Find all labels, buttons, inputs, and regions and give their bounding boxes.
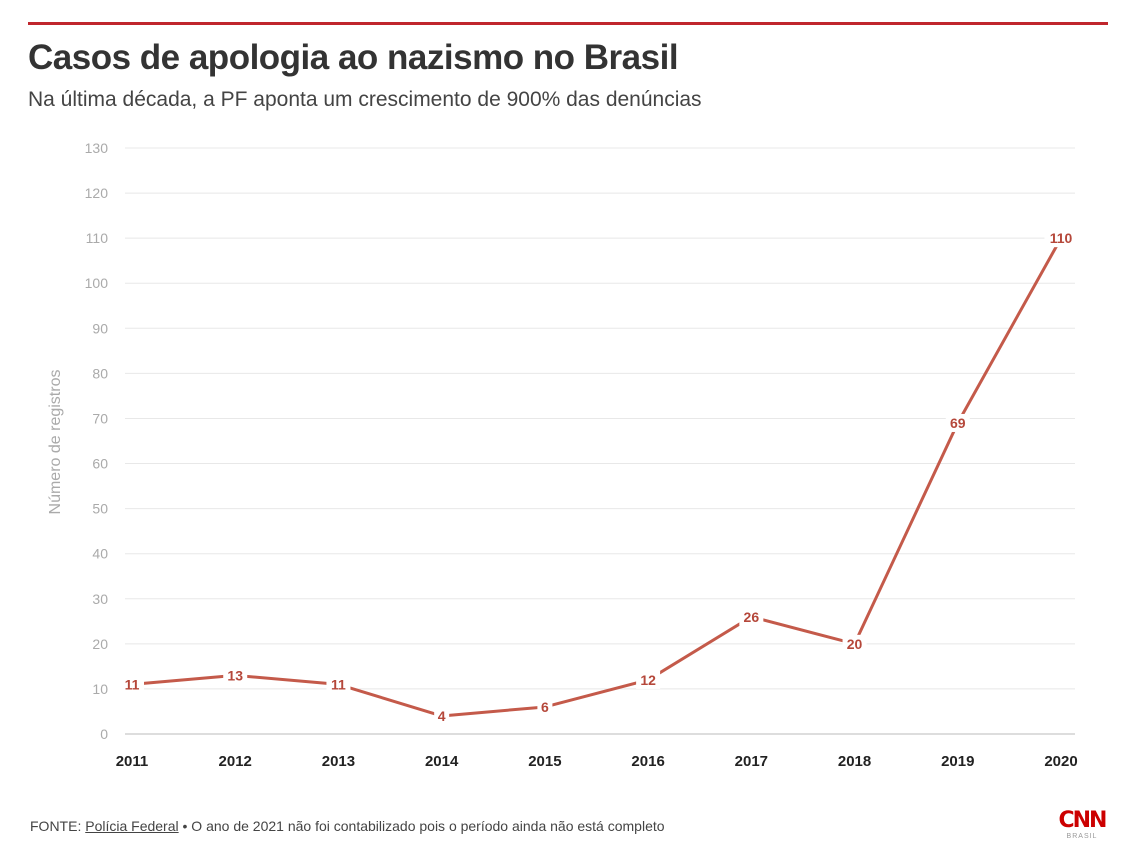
y-tick-label: 60 bbox=[92, 456, 108, 472]
x-tick-label: 2013 bbox=[322, 753, 355, 770]
y-tick-label: 0 bbox=[100, 726, 108, 742]
y-tick-label: 10 bbox=[92, 681, 108, 697]
data-label: 11 bbox=[125, 676, 140, 692]
data-label: 6 bbox=[541, 699, 549, 715]
top-rule bbox=[28, 22, 1108, 25]
data-label-bg bbox=[842, 634, 867, 653]
y-tick-label: 30 bbox=[92, 591, 108, 607]
gridlines bbox=[125, 147, 1075, 735]
y-tick-label: 40 bbox=[92, 546, 108, 562]
x-tick-label: 2016 bbox=[631, 753, 664, 770]
x-tick-label: 2019 bbox=[941, 753, 974, 770]
data-label: 20 bbox=[847, 636, 863, 652]
data-label: 26 bbox=[744, 609, 760, 625]
logo-mark: CNN bbox=[1058, 808, 1108, 833]
data-label-bg bbox=[326, 675, 351, 694]
footer: FONTE: Polícia Federal • O ano de 2021 n… bbox=[30, 818, 665, 834]
footer-note: • O ano de 2021 não foi contabilizado po… bbox=[178, 818, 665, 834]
data-label: 110 bbox=[1050, 230, 1073, 246]
data-label: 4 bbox=[438, 708, 446, 724]
y-tick-label: 110 bbox=[86, 230, 109, 246]
data-label-bg bbox=[120, 675, 144, 694]
data-label-bg bbox=[537, 697, 553, 716]
source-link[interactable]: Polícia Federal bbox=[85, 818, 179, 834]
x-tick-label: 2017 bbox=[735, 753, 768, 770]
data-labels: 11 13 11 4 6 12 26 20 69 110 bbox=[120, 229, 1078, 725]
y-tick-label: 90 bbox=[92, 320, 108, 336]
data-label: 69 bbox=[950, 415, 966, 431]
logo-sub: BRASIL bbox=[1066, 833, 1098, 840]
data-label: 13 bbox=[227, 667, 243, 683]
cnn-brasil-logo: CNN BRASIL bbox=[1056, 810, 1108, 844]
y-tick-label: 70 bbox=[92, 410, 108, 426]
data-label-bg bbox=[739, 607, 764, 626]
y-axis-ticks: 0 10 20 30 40 50 60 70 80 90 100 110 120 130 bbox=[85, 140, 109, 742]
x-tick-label: 2012 bbox=[219, 753, 252, 770]
y-tick-label: 80 bbox=[92, 365, 108, 381]
footer-prefix: FONTE: bbox=[30, 818, 86, 834]
y-axis-label: Número de registros bbox=[47, 370, 64, 515]
x-axis-ticks: 2011 2012 2013 2014 2015 2016 2017 2018 2019 2020 bbox=[116, 753, 1078, 770]
data-label: 11 bbox=[331, 676, 346, 692]
y-tick-label: 100 bbox=[85, 275, 109, 291]
x-tick-label: 2018 bbox=[838, 753, 871, 770]
y-tick-label: 50 bbox=[92, 501, 108, 517]
data-label-bg bbox=[945, 413, 970, 432]
data-label-bg bbox=[1044, 229, 1078, 248]
chart-subtitle: Na última década, a PF aponta um crescim… bbox=[28, 88, 702, 111]
data-label-bg bbox=[636, 670, 661, 689]
y-tick-label: 20 bbox=[92, 636, 108, 652]
data-label-bg bbox=[434, 706, 450, 725]
data-label: 12 bbox=[640, 672, 656, 688]
x-tick-label: 2014 bbox=[425, 753, 459, 770]
x-tick-label: 2020 bbox=[1044, 753, 1077, 770]
chart-title: Casos de apologia ao nazismo no Brasil bbox=[28, 38, 679, 77]
x-tick-label: 2011 bbox=[116, 753, 149, 770]
y-tick-label: 130 bbox=[85, 140, 109, 156]
data-label-bg bbox=[223, 666, 248, 685]
x-tick-label: 2015 bbox=[528, 753, 561, 770]
series-line bbox=[130, 236, 1063, 718]
y-tick-label: 120 bbox=[85, 185, 109, 201]
